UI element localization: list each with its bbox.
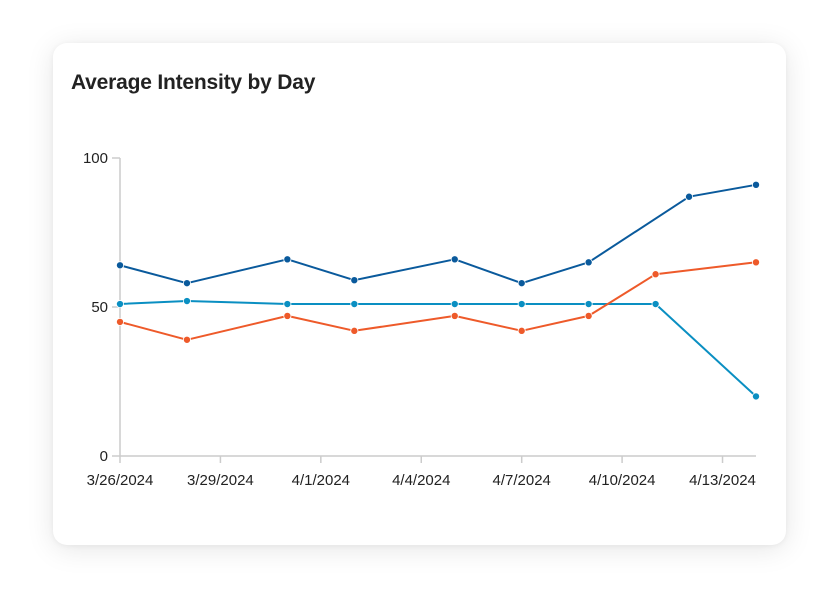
- data-point[interactable]: [450, 311, 459, 320]
- data-point[interactable]: [283, 255, 292, 264]
- data-point[interactable]: [116, 300, 125, 309]
- data-point[interactable]: [283, 300, 292, 309]
- data-point[interactable]: [752, 180, 761, 189]
- data-point[interactable]: [350, 326, 359, 335]
- data-point[interactable]: [517, 279, 526, 288]
- chart-title: Average Intensity by Day: [71, 71, 316, 94]
- y-tick-label: 100: [83, 150, 108, 167]
- data-point[interactable]: [584, 258, 593, 267]
- data-point[interactable]: [517, 326, 526, 335]
- x-tick-label: 4/7/2024: [492, 472, 550, 489]
- x-tick-label: 4/1/2024: [292, 472, 350, 489]
- data-point[interactable]: [182, 335, 191, 344]
- data-point[interactable]: [283, 311, 292, 320]
- data-point[interactable]: [116, 261, 125, 270]
- x-tick-label: 3/29/2024: [187, 472, 254, 489]
- data-point[interactable]: [685, 192, 694, 201]
- chart-series: [116, 180, 761, 401]
- chart-axes: 0 50 100 3/26/2024 3/29/2024 4/1/2024 4/4/2024…: [83, 150, 756, 489]
- data-point[interactable]: [182, 297, 191, 306]
- data-point[interactable]: [182, 279, 191, 288]
- data-point[interactable]: [350, 276, 359, 285]
- data-point[interactable]: [752, 392, 761, 401]
- x-tick-label: 3/26/2024: [87, 472, 154, 489]
- data-point[interactable]: [752, 258, 761, 267]
- y-tick-label: 50: [91, 299, 108, 316]
- data-point[interactable]: [116, 317, 125, 326]
- data-point[interactable]: [450, 300, 459, 309]
- data-point[interactable]: [450, 255, 459, 264]
- data-point[interactable]: [651, 270, 660, 279]
- series-line: [119, 183, 757, 285]
- x-tick-label: 4/13/2024: [689, 472, 756, 489]
- series-3: [116, 258, 761, 344]
- data-point[interactable]: [651, 300, 660, 309]
- series-2: [116, 297, 761, 401]
- series-line: [119, 300, 757, 398]
- data-point[interactable]: [350, 300, 359, 309]
- data-point[interactable]: [584, 311, 593, 320]
- data-point[interactable]: [584, 300, 593, 309]
- data-point[interactable]: [517, 300, 526, 309]
- y-tick-label: 0: [100, 448, 108, 465]
- series-1: [116, 180, 761, 288]
- chart-card: Average Intensity by Day: [53, 43, 786, 545]
- x-tick-label: 4/4/2024: [392, 472, 450, 489]
- x-tick-label: 4/10/2024: [589, 472, 656, 489]
